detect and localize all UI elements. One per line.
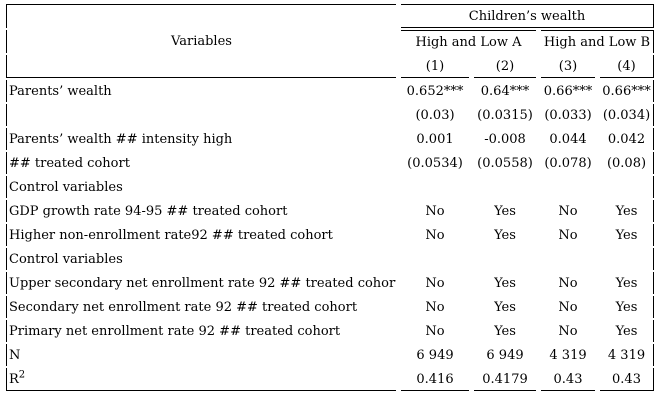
value-cell: (0.034) <box>600 104 654 126</box>
header-row-groups: Variables High and Low A High and Low B <box>6 30 654 53</box>
section-label: Control variables <box>6 176 396 198</box>
table-row: ## treated cohort (0.0534) (0.0558) (0.0… <box>6 152 654 174</box>
variables-header: Variables <box>6 30 396 53</box>
value-cell: 0.044 <box>549 131 587 147</box>
table-row: GDP growth rate 94-95 ## treated cohort … <box>6 200 654 222</box>
variable-label: Parents’ wealth <box>6 80 396 102</box>
value-cell: 0.652*** <box>406 83 464 99</box>
spanner-children-wealth: Children’s wealth <box>401 4 654 28</box>
table-row: Parents’ wealth ## intensity high 0.001 … <box>6 128 654 150</box>
table-row: Higher non-enrollment rate92 ## treated … <box>6 224 654 246</box>
n-label: N <box>6 344 396 366</box>
table-row: N 6 949 6 949 4 319 4 319 <box>6 344 654 366</box>
column-number-3: (3) <box>541 55 595 78</box>
value-cell: (0.0534) <box>407 155 463 171</box>
column-number-1: (1) <box>401 55 469 78</box>
value-cell: -0.008 <box>484 131 526 147</box>
header-row-column-numbers: (1) (2) (3) (4) <box>6 55 654 78</box>
value-cell: No <box>425 323 445 339</box>
value-cell: 0.43 <box>541 368 595 391</box>
value-cell: 0.4179 <box>474 368 536 391</box>
value-cell: Yes <box>600 200 654 222</box>
value-cell: 0.416 <box>401 368 469 391</box>
header-corner-cell <box>6 4 396 28</box>
value-cell: No <box>558 203 578 219</box>
group-header-high-low-a: High and Low A <box>401 30 536 53</box>
value-cell: 0.042 <box>600 128 654 150</box>
value-cell <box>600 176 654 198</box>
value-cell: 4 319 <box>549 347 587 363</box>
table-row: Control variables <box>6 176 654 198</box>
value-cell: (0.08) <box>600 152 654 174</box>
table-row: Parents’ wealth 0.652*** 0.64*** 0.66***… <box>6 80 654 102</box>
value-cell: No <box>425 203 445 219</box>
value-cell <box>600 248 654 270</box>
r-squared-exponent: 2 <box>18 369 26 381</box>
value-cell: 6 949 <box>486 347 524 363</box>
value-cell: 0.66*** <box>543 83 593 99</box>
header-corner-cell <box>6 55 396 78</box>
value-cell: 4 319 <box>600 344 654 366</box>
value-cell <box>401 248 469 270</box>
value-cell: Yes <box>600 224 654 246</box>
value-cell: 0.66*** <box>600 80 654 102</box>
value-cell: No <box>558 299 578 315</box>
value-cell: No <box>558 227 578 243</box>
column-number-4: (4) <box>600 55 654 78</box>
value-cell: Yes <box>600 296 654 318</box>
variable-label: GDP growth rate 94-95 ## treated cohort <box>6 200 396 222</box>
value-cell: Yes <box>600 320 654 342</box>
table-row: Control variables <box>6 248 654 270</box>
value-cell <box>474 248 536 270</box>
value-cell: No <box>425 299 445 315</box>
variable-label: Parents’ wealth ## intensity high <box>6 128 396 150</box>
variable-label: Secondary net enrollment rate 92 ## trea… <box>6 296 396 318</box>
group-header-high-low-b: High and Low B <box>541 30 654 53</box>
header-row-spanner: Children’s wealth <box>6 4 654 28</box>
value-cell: (0.0558) <box>477 155 533 171</box>
section-label: Control variables <box>6 248 396 270</box>
value-cell: 0.43 <box>600 368 654 391</box>
value-cell <box>401 176 469 198</box>
value-cell <box>474 176 536 198</box>
value-cell: 0.001 <box>416 131 454 147</box>
variable-label: ## treated cohort <box>6 152 396 174</box>
value-cell: (0.03) <box>415 107 455 123</box>
value-cell: Yes <box>494 275 516 291</box>
value-cell <box>541 176 595 198</box>
value-cell <box>541 248 595 270</box>
value-cell: No <box>558 323 578 339</box>
value-cell: Yes <box>494 203 516 219</box>
regression-results-table: Children’s wealth Variables High and Low… <box>1 2 659 393</box>
variable-label: Upper secondary net enrollment rate 92 #… <box>6 272 396 294</box>
value-cell: (0.033) <box>544 107 592 123</box>
value-cell: Yes <box>600 272 654 294</box>
table-row: Upper secondary net enrollment rate 92 #… <box>6 272 654 294</box>
value-cell: No <box>558 275 578 291</box>
column-number-2: (2) <box>474 55 536 78</box>
variable-label: Higher non-enrollment rate92 ## treated … <box>6 224 396 246</box>
value-cell: 6 949 <box>416 347 454 363</box>
value-cell: Yes <box>494 227 516 243</box>
value-cell: (0.0315) <box>477 107 533 123</box>
variable-label: Primary net enrollment rate 92 ## treate… <box>6 320 396 342</box>
table-row: Secondary net enrollment rate 92 ## trea… <box>6 296 654 318</box>
value-cell: Yes <box>494 323 516 339</box>
value-cell: 0.64*** <box>480 83 530 99</box>
value-cell: No <box>425 227 445 243</box>
value-cell: No <box>425 275 445 291</box>
value-cell: Yes <box>494 299 516 315</box>
table-row: R2 0.416 0.4179 0.43 0.43 <box>6 368 654 391</box>
r-squared-label: R2 <box>6 368 396 391</box>
value-cell: (0.078) <box>544 155 592 171</box>
table-row: (0.03) (0.0315) (0.033) (0.034) <box>6 104 654 126</box>
table-row: Primary net enrollment rate 92 ## treate… <box>6 320 654 342</box>
variable-label <box>6 104 396 126</box>
